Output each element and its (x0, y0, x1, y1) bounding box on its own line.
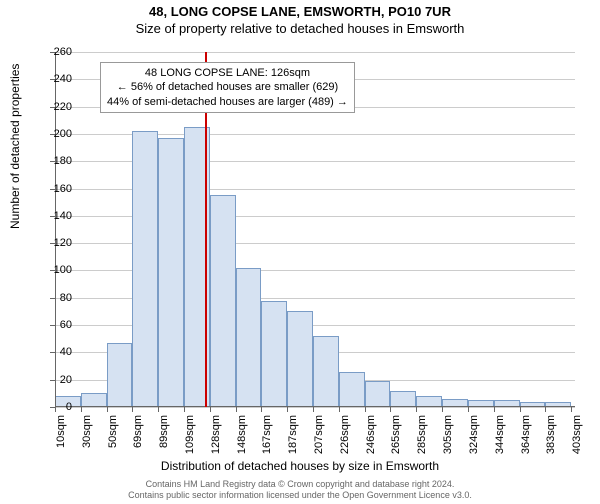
x-tick-label: 30sqm (81, 415, 93, 459)
x-tick (365, 407, 366, 412)
annotation-box: 48 LONG COPSE LANE: 126sqm← 56% of detac… (100, 62, 355, 113)
x-tick-label: 364sqm (520, 415, 532, 459)
histogram-bar (158, 138, 184, 407)
x-tick-label: 10sqm (55, 415, 67, 459)
x-tick (210, 407, 211, 412)
y-tick-label: 40 (42, 346, 72, 358)
footer-line-1: Contains HM Land Registry data © Crown c… (0, 479, 600, 490)
x-tick (442, 407, 443, 412)
x-tick-label: 109sqm (184, 415, 196, 459)
gridline (55, 52, 575, 53)
y-tick-label: 80 (42, 292, 72, 304)
histogram-bar (287, 311, 313, 407)
histogram-bar (107, 343, 133, 407)
x-axis-line (55, 406, 575, 407)
x-tick-label: 167sqm (261, 415, 273, 459)
x-tick-label: 383sqm (545, 415, 557, 459)
footer-attribution: Contains HM Land Registry data © Crown c… (0, 479, 600, 501)
annotation-line: 44% of semi-detached houses are larger (… (107, 95, 348, 109)
x-tick-label: 305sqm (442, 415, 454, 459)
annotation-line: ← 56% of detached houses are smaller (62… (107, 80, 348, 94)
histogram-bar (339, 372, 365, 408)
x-tick (287, 407, 288, 412)
histogram-bar (236, 268, 262, 407)
x-tick-label: 187sqm (287, 415, 299, 459)
histogram-bar (81, 393, 107, 407)
x-tick-label: 89sqm (158, 415, 170, 459)
histogram-bar (210, 195, 236, 407)
x-axis-label: Distribution of detached houses by size … (0, 459, 600, 473)
chart-area: 48 LONG COPSE LANE: 126sqm← 56% of detac… (55, 52, 575, 407)
plot-region: 48 LONG COPSE LANE: 126sqm← 56% of detac… (55, 52, 575, 407)
x-tick-label: 226sqm (339, 415, 351, 459)
x-tick (107, 407, 108, 412)
x-tick (416, 407, 417, 412)
x-tick (81, 407, 82, 412)
x-tick-label: 265sqm (390, 415, 402, 459)
x-tick-label: 50sqm (107, 415, 119, 459)
x-tick (468, 407, 469, 412)
x-tick (571, 407, 572, 412)
y-tick-label: 240 (42, 73, 72, 85)
x-tick (236, 407, 237, 412)
x-tick (339, 407, 340, 412)
y-tick-label: 140 (42, 210, 72, 222)
y-tick-label: 20 (42, 374, 72, 386)
x-tick-label: 403sqm (571, 415, 583, 459)
x-tick (184, 407, 185, 412)
page-title: 48, LONG COPSE LANE, EMSWORTH, PO10 7UR (0, 4, 600, 19)
histogram-bar (313, 336, 339, 407)
y-tick-label: 160 (42, 183, 72, 195)
y-tick-label: 0 (42, 401, 72, 413)
y-tick-label: 120 (42, 237, 72, 249)
x-tick (158, 407, 159, 412)
x-tick-label: 69sqm (132, 415, 144, 459)
y-tick-label: 200 (42, 128, 72, 140)
x-tick (390, 407, 391, 412)
x-tick (261, 407, 262, 412)
footer-line-2: Contains public sector information licen… (0, 490, 600, 501)
x-tick-label: 246sqm (365, 415, 377, 459)
x-tick-label: 128sqm (210, 415, 222, 459)
x-tick (494, 407, 495, 412)
histogram-bar (390, 391, 416, 407)
x-tick-label: 324sqm (468, 415, 480, 459)
page-subtitle: Size of property relative to detached ho… (0, 21, 600, 36)
annotation-line: 48 LONG COPSE LANE: 126sqm (107, 66, 348, 80)
histogram-bar (365, 381, 391, 407)
y-tick-label: 220 (42, 101, 72, 113)
y-tick-label: 100 (42, 264, 72, 276)
x-tick-label: 148sqm (236, 415, 248, 459)
y-tick-label: 60 (42, 319, 72, 331)
x-tick-label: 344sqm (494, 415, 506, 459)
x-tick-label: 207sqm (313, 415, 325, 459)
y-tick-label: 180 (42, 155, 72, 167)
x-tick (545, 407, 546, 412)
x-tick-label: 285sqm (416, 415, 428, 459)
histogram-bar (261, 301, 287, 408)
x-tick (132, 407, 133, 412)
histogram-bar (132, 131, 158, 407)
x-tick (313, 407, 314, 412)
y-tick-label: 260 (42, 46, 72, 58)
x-tick (520, 407, 521, 412)
y-axis-label: Number of detached properties (8, 64, 22, 229)
